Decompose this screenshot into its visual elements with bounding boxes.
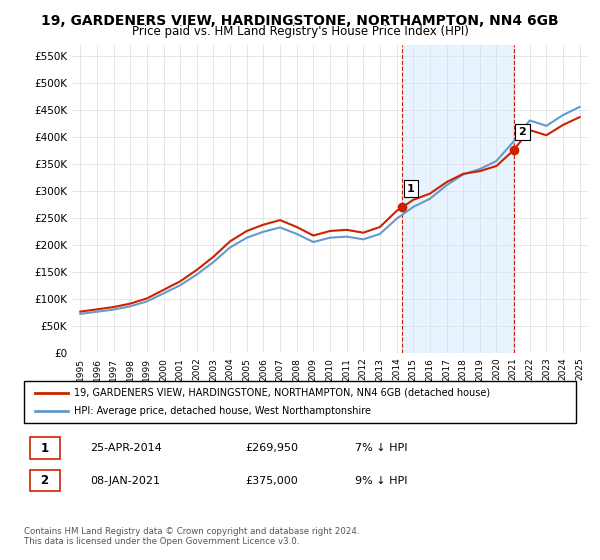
Text: 7% ↓ HPI: 7% ↓ HPI (355, 443, 408, 453)
Bar (402, 45, 514, 353)
Text: 1: 1 (407, 184, 415, 194)
FancyBboxPatch shape (29, 470, 60, 491)
Text: 19, GARDENERS VIEW, HARDINGSTONE, NORTHAMPTON, NN4 6GB: 19, GARDENERS VIEW, HARDINGSTONE, NORTHA… (41, 14, 559, 28)
FancyBboxPatch shape (29, 437, 60, 459)
Text: 2: 2 (40, 474, 49, 487)
Text: HPI: Average price, detached house, West Northamptonshire: HPI: Average price, detached house, West… (74, 406, 371, 416)
Text: Contains HM Land Registry data © Crown copyright and database right 2024.
This d: Contains HM Land Registry data © Crown c… (24, 526, 359, 546)
Text: 9% ↓ HPI: 9% ↓ HPI (355, 475, 408, 486)
Text: 08-JAN-2021: 08-JAN-2021 (90, 475, 160, 486)
Text: 2: 2 (518, 127, 526, 137)
Text: Price paid vs. HM Land Registry's House Price Index (HPI): Price paid vs. HM Land Registry's House … (131, 25, 469, 38)
Text: £375,000: £375,000 (245, 475, 298, 486)
FancyBboxPatch shape (24, 381, 576, 423)
Text: 1: 1 (40, 441, 49, 455)
Text: £269,950: £269,950 (245, 443, 298, 453)
Text: 19, GARDENERS VIEW, HARDINGSTONE, NORTHAMPTON, NN4 6GB (detached house): 19, GARDENERS VIEW, HARDINGSTONE, NORTHA… (74, 388, 490, 398)
Text: 25-APR-2014: 25-APR-2014 (90, 443, 162, 453)
